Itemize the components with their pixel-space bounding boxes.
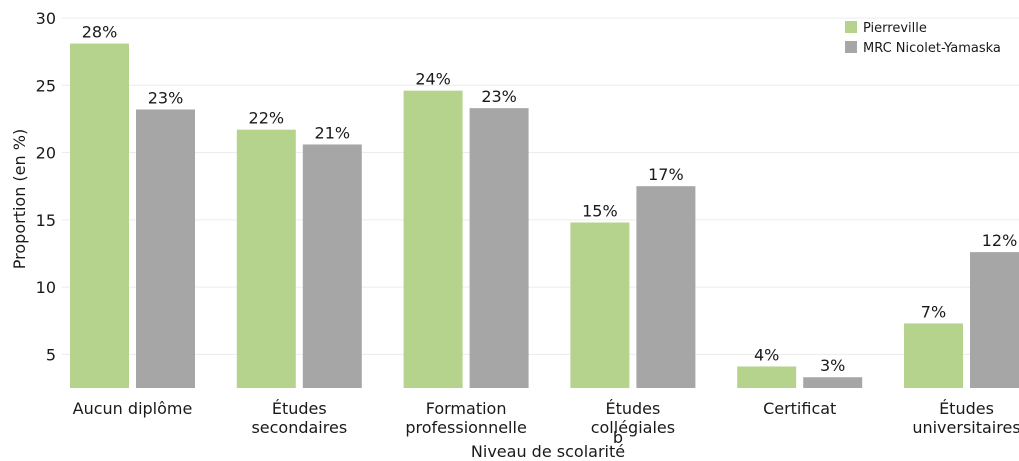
x-tick-label: Certificat xyxy=(763,399,836,418)
data-label: 3% xyxy=(820,356,845,375)
x-axis-ticks: Aucun diplôme Études secondaires Formation p… xyxy=(73,399,1019,437)
bar-pierreville-2 xyxy=(403,90,463,389)
y-tick-label: 25 xyxy=(36,76,56,95)
data-labels: 28% 22% 24% 15% 4% 7% 23% 21% 23% 17% 3% 12% xyxy=(82,23,1018,376)
legend-swatch xyxy=(845,41,857,53)
data-label: 4% xyxy=(754,345,779,364)
bar-pierreville-0 xyxy=(70,43,129,389)
bar-mrc-1 xyxy=(302,144,362,388)
stray-letter: b xyxy=(613,428,623,447)
bar-mrc-0 xyxy=(136,109,195,388)
x-tick-label: Aucun diplôme xyxy=(73,399,193,418)
data-label: 22% xyxy=(249,109,285,128)
bars xyxy=(70,43,1019,389)
data-label: 7% xyxy=(921,302,946,321)
x-tick-label: Études secondaires xyxy=(251,399,347,437)
bar-mrc-4 xyxy=(803,377,863,388)
bar-pierreville-5 xyxy=(904,323,963,388)
y-tick-label: 30 xyxy=(36,9,56,28)
data-label: 24% xyxy=(415,70,451,89)
y-tick-label: 20 xyxy=(36,144,56,163)
data-label: 12% xyxy=(982,231,1018,250)
legend-label: Pierreville xyxy=(863,21,927,36)
data-label: 23% xyxy=(481,87,517,106)
legend-label: MRC Nicolet-Yamaska xyxy=(863,41,1001,56)
x-tick-label: Études universitaires xyxy=(912,399,1019,437)
data-label: 15% xyxy=(582,202,618,221)
y-axis-ticks: 5 10 15 20 25 30 xyxy=(36,9,56,364)
bar-pierreville-4 xyxy=(737,366,797,388)
x-tick-label: Études collégiales xyxy=(591,399,675,437)
bar-pierreville-1 xyxy=(236,129,296,388)
y-tick-label: 10 xyxy=(36,278,56,297)
x-tick-label: Formation professionnelle xyxy=(405,399,526,437)
bar-mrc-2 xyxy=(469,108,529,389)
y-tick-label: 5 xyxy=(46,345,56,364)
data-label: 21% xyxy=(315,123,351,142)
x-axis-title: Niveau de scolarité xyxy=(471,442,625,461)
y-tick-label: 15 xyxy=(36,211,56,230)
bar-pierreville-3 xyxy=(570,222,630,388)
data-label: 23% xyxy=(148,88,184,107)
data-label: 28% xyxy=(82,23,118,42)
grid-lines xyxy=(62,17,1019,355)
legend: Pierreville MRC Nicolet-Yamaska xyxy=(845,21,1001,56)
bar-mrc-5 xyxy=(970,252,1019,388)
y-axis-title: Proportion (en %) xyxy=(10,129,29,269)
bar-mrc-3 xyxy=(636,186,696,388)
legend-swatch xyxy=(845,21,857,33)
data-label: 17% xyxy=(648,165,684,184)
